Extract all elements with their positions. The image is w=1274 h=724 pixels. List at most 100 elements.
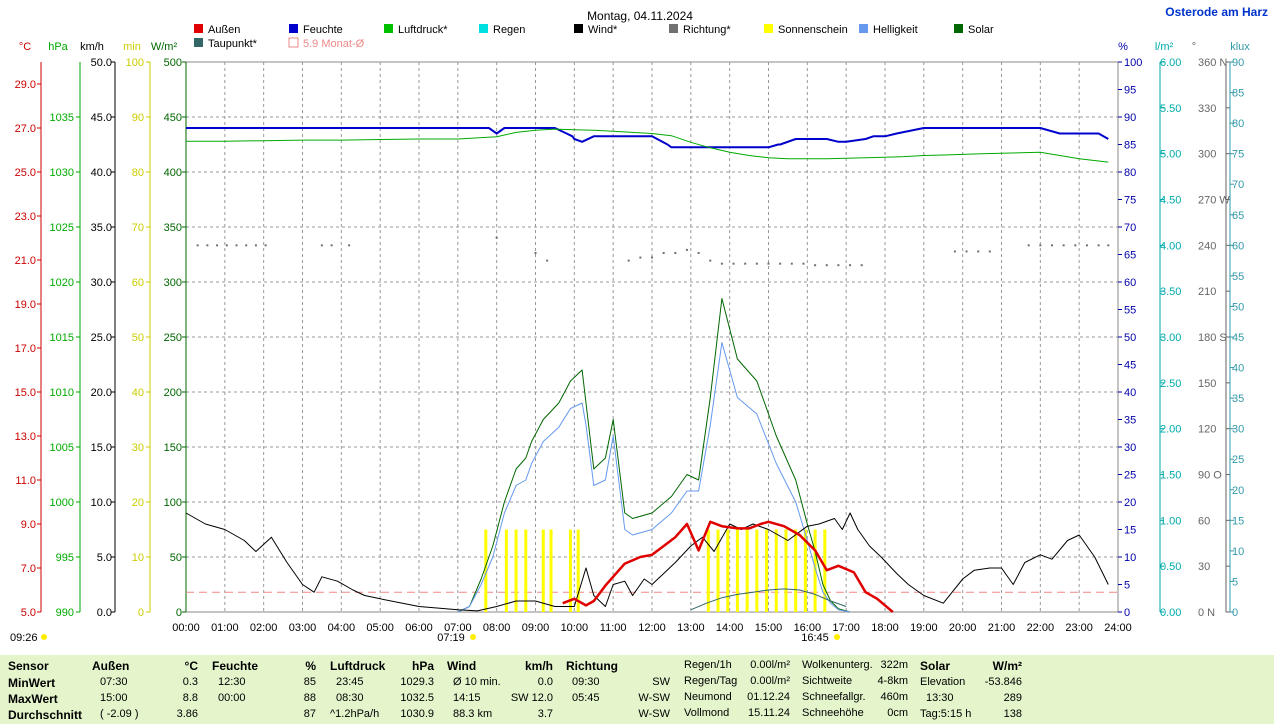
- axis-tick-label-lm2: 5.50: [1160, 103, 1181, 115]
- axis-tick-label-pct: 90: [1124, 112, 1136, 124]
- stats-regen-1h: 0.00l/m²: [750, 659, 790, 671]
- axis-tick-label-klux: 30: [1232, 424, 1244, 436]
- axis-tick-label-temp: 25.0: [15, 167, 36, 179]
- stats-regen-tag: 0.00l/m²: [750, 675, 790, 687]
- stats-feuchte-max: 88: [303, 692, 316, 704]
- axis-tick-label-hpa: 1010: [50, 387, 74, 399]
- wind-direction-point: [720, 262, 723, 265]
- stats-feuchte-max-time: 00:00: [218, 692, 246, 704]
- wind-direction-point: [814, 264, 817, 267]
- wind-direction-point: [709, 259, 712, 262]
- stats-aussen-col: Außen °C 07:30 0.3 15:00 8.8 ( -2.09 ) 3…: [92, 655, 202, 724]
- legend: Außen Feuchte Luftdruck* Regen Wind* Richtung…: [194, 24, 994, 50]
- stats-richtung-col: Richtung 09:30 SW 05:45 W-SW W-SW: [566, 655, 674, 724]
- stats-wolken: 322m: [880, 659, 908, 671]
- legend-label: 5.9 Monat-Ø: [303, 38, 365, 50]
- axis-tick-label-kmh: 15.0: [91, 442, 112, 454]
- wind-direction-point: [1050, 244, 1053, 247]
- stats-schneehoehe: 0cm: [887, 707, 908, 719]
- axis-tick-label-hpa: 1005: [50, 442, 74, 454]
- x-tick-label: 03:00: [289, 622, 317, 634]
- axis-tick-label-pct: 0: [1124, 607, 1130, 619]
- axis-tick-label-lm2: 1.00: [1160, 515, 1181, 527]
- wind-direction-point: [1027, 244, 1030, 247]
- axis-tick-label-klux: 10: [1232, 546, 1244, 558]
- stats-luftdruck-trend: ^1.2hPa/h: [330, 708, 380, 720]
- legend-label: Wind*: [588, 24, 618, 36]
- axis-tick-label-klux: 25: [1232, 454, 1244, 466]
- axis-tick-label-klux: 85: [1232, 88, 1244, 100]
- wind-direction-point: [685, 248, 688, 251]
- axis-tick-label-deg: 330: [1198, 103, 1216, 115]
- axis-tick-label-temp: 27.0: [15, 123, 36, 135]
- wind-direction-point: [825, 264, 828, 267]
- x-tick-label: 02:00: [250, 622, 278, 634]
- wind-direction-point: [732, 262, 735, 265]
- axis-tick-label-wm2: 50: [170, 552, 182, 564]
- axis-tick-label-min: 30: [132, 442, 144, 454]
- sunrise-label: 07:19: [437, 632, 465, 644]
- stats-vollmond-label: Vollmond: [684, 707, 730, 719]
- axis-tick-label-pct: 50: [1124, 332, 1136, 344]
- axis-tick-label-wm2: 400: [164, 167, 182, 179]
- axis-tick-label-pct: 35: [1124, 415, 1136, 427]
- axis-tick-label-pct: 45: [1124, 360, 1136, 372]
- wind-direction-point: [965, 250, 968, 253]
- wind-direction-point: [790, 262, 793, 265]
- stats-wolken-col: Wolkenunterg. 322m Sichtweite 4-8km Schn…: [802, 655, 910, 724]
- axis-tick-label-wm2: 250: [164, 332, 182, 344]
- wind-direction-point: [1107, 244, 1110, 247]
- wind-direction-point: [988, 250, 991, 253]
- axis-unit-wm2: W/m²: [151, 41, 178, 53]
- stats-schneefall-label: Schneefallgr.: [802, 691, 866, 703]
- axis-tick-label-klux: 40: [1232, 363, 1244, 375]
- x-tick-label: 05:00: [366, 622, 394, 634]
- axis-tick-label-min: 80: [132, 167, 144, 179]
- axis-tick-label-wm2: 100: [164, 497, 182, 509]
- x-tick-label: 16:00: [794, 622, 822, 634]
- axis-tick-label-pct: 40: [1124, 387, 1136, 399]
- stats-wind-avg: 3.7: [537, 708, 553, 720]
- axis-tick-label-kmh: 10.0: [91, 497, 112, 509]
- axis-tick-label-pct: 30: [1124, 442, 1136, 454]
- axis-unit-temp: °C: [19, 41, 31, 53]
- axis-tick-label-lm2: 4.00: [1160, 240, 1181, 252]
- x-tick-label: 22:00: [1027, 622, 1055, 634]
- stats-luftdruck-min-time: 23:45: [336, 676, 364, 688]
- axis-tick-label-pct: 70: [1124, 222, 1136, 234]
- stats-wind-min: 0.0: [537, 676, 553, 688]
- legend-swatch: [764, 24, 773, 33]
- x-tick-label: 20:00: [949, 622, 977, 634]
- axis-tick-label-wm2: 300: [164, 277, 182, 289]
- stats-vollmond: 15.11.24: [747, 707, 790, 719]
- stats-schneefall: 460m: [880, 691, 908, 703]
- stats-feuchte-col: Feuchte % 12:30 85 00:00 88 87: [212, 655, 320, 724]
- axis-tick-label-kmh: 30.0: [91, 277, 112, 289]
- wind-direction-point: [1085, 244, 1088, 247]
- legend-label: Feuchte: [303, 24, 343, 36]
- stats-wind-col: Wind km/h Ø 10 min. 0.0 14:15 SW 12.0 88…: [447, 655, 557, 724]
- stats-unit-feuchte: %: [305, 659, 316, 673]
- legend-swatch: [194, 24, 203, 33]
- axis-tick-label-min: 10: [132, 552, 144, 564]
- series-wind: [185, 512, 1109, 612]
- stats-wind-distance: 88.3 km: [453, 708, 493, 720]
- axis-tick-label-deg: 180 S: [1198, 332, 1227, 344]
- axis-tick-label-min: 20: [132, 497, 144, 509]
- axis-tick-label-min: 100: [126, 57, 144, 69]
- x-tick-label: 08:00: [483, 622, 511, 634]
- stats-luftdruck-max: 1032.5: [400, 692, 434, 704]
- axis-tick-label-lm2: 1.50: [1160, 470, 1181, 482]
- axis-tick-label-klux: 90: [1232, 57, 1244, 69]
- stats-regen-tag-label: Regen/Tag: [684, 675, 738, 687]
- stats-unit-solar: W/m²: [992, 659, 1022, 673]
- legend-swatch: [669, 24, 678, 33]
- axis-tick-label-pct: 65: [1124, 250, 1136, 262]
- axis-tick-label-hpa: 995: [56, 552, 74, 564]
- sunset-icon: [834, 634, 840, 640]
- stats-neumond: 01.12.24: [747, 691, 790, 703]
- axis-tick-label-pct: 85: [1124, 140, 1136, 152]
- axis-tick-label-kmh: 25.0: [91, 332, 112, 344]
- axis-tick-label-klux: 45: [1232, 332, 1244, 344]
- legend-label: Sonnenschein: [778, 24, 848, 36]
